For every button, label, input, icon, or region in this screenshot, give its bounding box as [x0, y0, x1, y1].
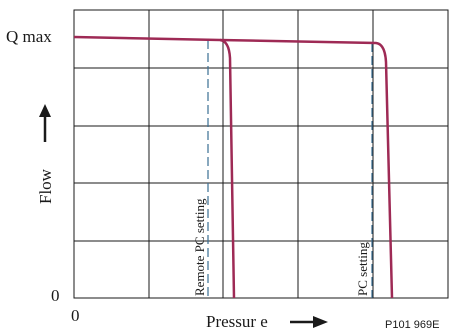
x-axis-zero-label: 0: [71, 306, 80, 325]
remote-pc-curve: [73, 35, 236, 299]
pc-setting-label: PC setting: [355, 242, 370, 296]
plot-frame: [73, 9, 449, 299]
y-axis-zero-label: 0: [51, 286, 60, 305]
figure-code: P101 969E: [385, 319, 439, 331]
x-axis-title: Pressur e: [206, 312, 268, 331]
remote-pc-setting-label: Remote PC setting: [192, 198, 207, 296]
pressure-arrow-icon: [290, 316, 328, 328]
y-axis-title: Flow: [36, 168, 55, 204]
flow-arrow-icon: [39, 104, 51, 142]
pc-curve: [219, 38, 394, 299]
y-axis-max-label: Q max: [6, 27, 52, 46]
